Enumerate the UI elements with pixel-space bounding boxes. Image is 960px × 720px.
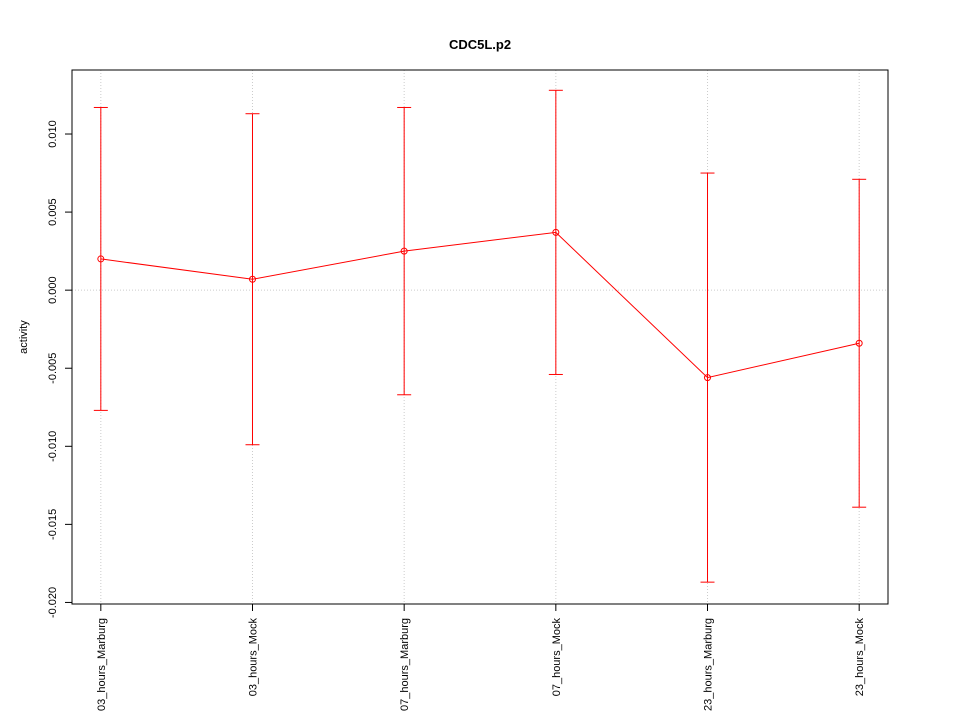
x-tick-label: 07_hours_Mock: [551, 618, 563, 697]
series-line: [100, 231, 860, 379]
y-tick-label: -0.010: [47, 431, 59, 462]
y-tick-label: 0.005: [47, 198, 59, 226]
y-axis-label: activity: [18, 320, 30, 354]
data-point: [97, 255, 105, 263]
y-tick-label: 0.000: [47, 276, 59, 304]
chart-title: CDC5L.p2: [449, 37, 511, 52]
y-tick-label: 0.010: [47, 120, 59, 148]
x-tick-label: 03_hours_Marburg: [96, 618, 108, 711]
x-tick-label: 03_hours_Mock: [247, 618, 259, 697]
data-point: [400, 247, 408, 255]
y-tick-label: -0.005: [47, 353, 59, 384]
data-point: [855, 339, 863, 347]
plot-frame: [71, 69, 889, 605]
x-tick-label: 23_hours_Marburg: [703, 618, 715, 711]
x-tick-label: 07_hours_Marburg: [399, 618, 411, 711]
y-tick-label: -0.015: [47, 509, 59, 540]
data-point: [704, 374, 712, 382]
y-tick-label: -0.020: [47, 587, 59, 618]
x-tick-label: 23_hours_Mock: [854, 618, 866, 697]
data-point: [248, 275, 256, 283]
data-point: [552, 228, 560, 236]
